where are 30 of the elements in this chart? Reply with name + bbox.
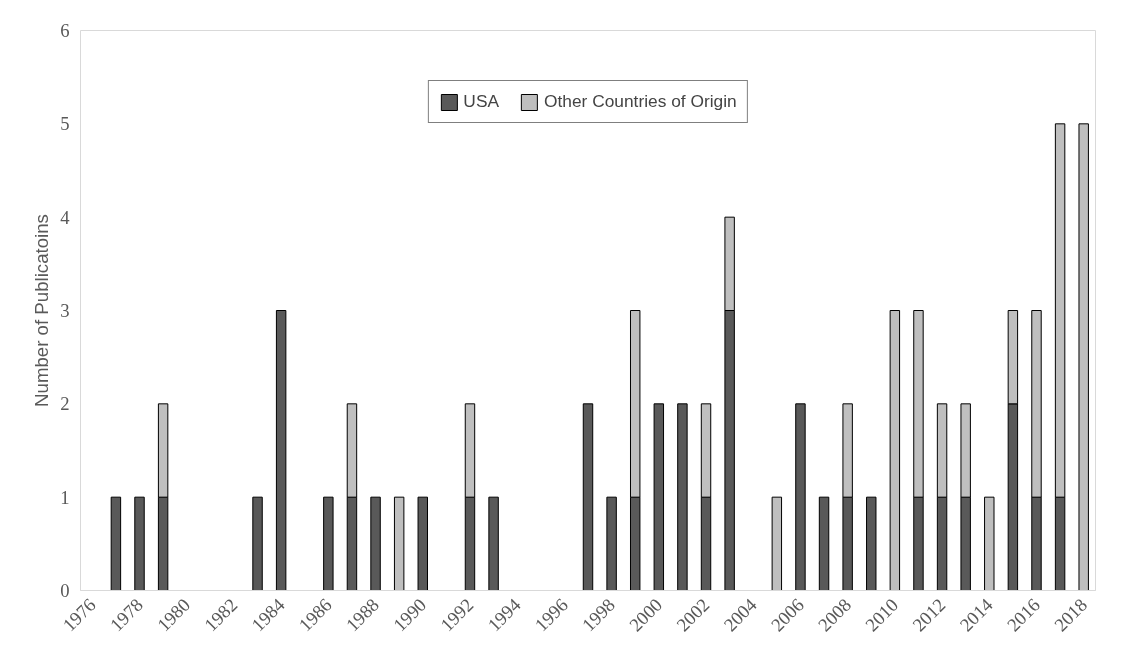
bar [582,403,594,591]
bar [771,496,783,591]
bar [275,310,287,591]
y-tick-label: 1 [60,486,70,508]
legend-label: Other Countries of Origin [544,91,737,112]
bar [323,496,334,591]
bar [252,496,263,591]
y-tick-label: 4 [60,206,71,228]
bar [984,496,995,591]
y-axis-title: Number of Publicatoins [31,214,53,407]
bar [795,403,806,591]
y-tick-label: 3 [60,300,70,321]
legend-label: USA [463,91,500,112]
bar [488,496,499,591]
bar [677,403,688,591]
y-tick-label: 2 [60,393,70,415]
bar [606,496,617,591]
y-tick-label: 6 [60,20,70,41]
bar [370,496,381,591]
bar [134,496,145,591]
bar [393,496,405,591]
y-tick-label: 5 [60,113,70,135]
bar [110,496,122,591]
bar [417,496,428,591]
bar [866,496,877,591]
y-tick-label: 0 [60,580,70,601]
bar [818,496,830,591]
bar [653,403,665,591]
bar [1078,123,1089,591]
bar [889,310,901,591]
